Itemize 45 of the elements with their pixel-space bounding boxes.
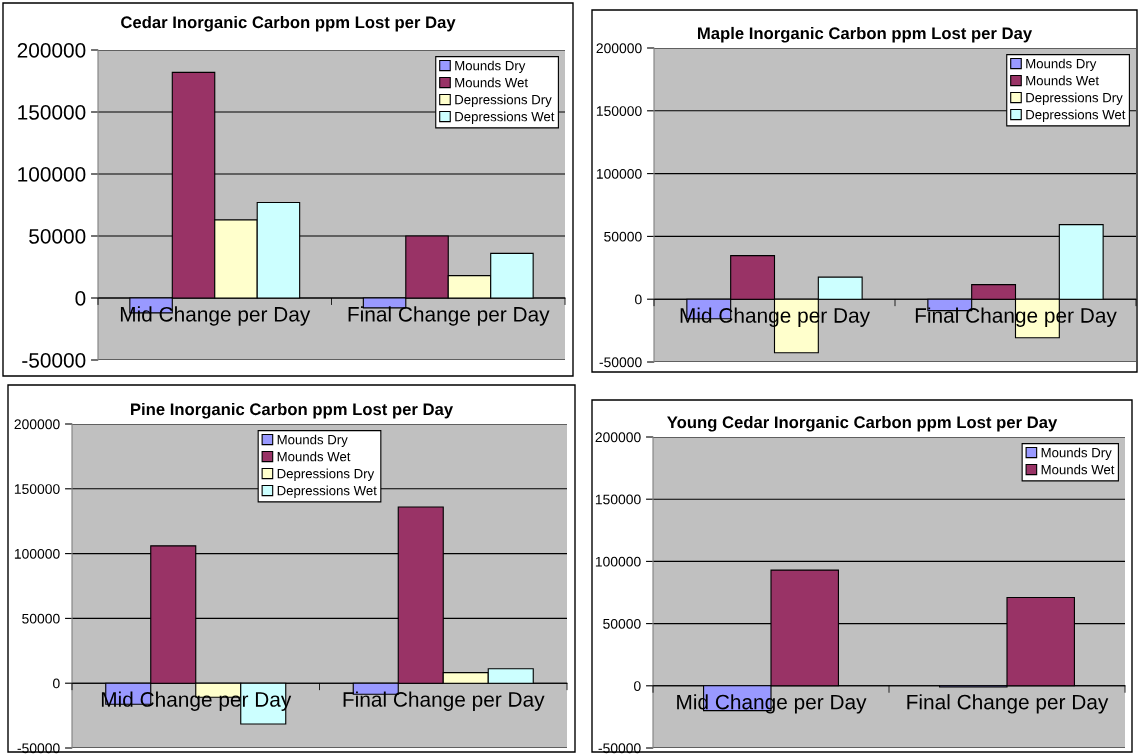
y-tick-label: 200000 — [595, 432, 641, 443]
legend-label: Depressions Wet — [1026, 109, 1126, 122]
y-tick-label: 0 — [53, 678, 60, 689]
y-tick-label: 150000 — [596, 106, 642, 116]
y-tick-label: 100000 — [595, 556, 641, 567]
y-tick-label: 0 — [75, 291, 86, 306]
legend-label: Mounds Dry — [455, 60, 526, 73]
y-tick-label: 0 — [634, 681, 641, 691]
chart-title: Maple Inorganic Carbon ppm Lost per Day — [698, 26, 1033, 43]
legend-label: Depressions Dry — [277, 468, 375, 481]
y-tick-label: -50000 — [599, 357, 642, 368]
chart-title: Cedar Inorganic Carbon ppm Lost per Day — [121, 15, 456, 32]
y-tick-label: 0 — [635, 294, 642, 305]
y-tick-label: 100000 — [14, 548, 60, 559]
x-tick-label: Final Change per Day — [343, 691, 545, 711]
y-tick-label: 50000 — [604, 231, 642, 242]
y-tick-label: 50000 — [29, 229, 86, 244]
legend-label: Mounds Wet — [1026, 75, 1099, 86]
y-tick-label: 200000 — [14, 419, 60, 430]
legend-label: Depressions Wet — [455, 111, 555, 124]
y-tick-label: 50000 — [22, 613, 60, 624]
chart-title: Pine Inorganic Carbon ppm Lost per Day — [131, 402, 454, 419]
legend-label: Mounds Wet — [277, 451, 351, 462]
x-tick-label: Final Change per Day — [907, 694, 1109, 714]
chart-title: Young Cedar Inorganic Carbon ppm Lost per Day — [667, 415, 1058, 432]
legend-label: Mounds Dry — [1041, 447, 1112, 460]
y-tick-label: 150000 — [18, 105, 86, 120]
legend-label: Mounds Dry — [277, 434, 348, 447]
legend-label: Mounds Dry — [1026, 58, 1097, 71]
legend-label: Depressions Dry — [1026, 92, 1123, 105]
y-tick-label: 150000 — [595, 494, 641, 505]
x-tick-label: Final Change per Day — [348, 306, 550, 326]
y-tick-label: -50000 — [22, 353, 86, 368]
y-tick-label: 200000 — [596, 43, 642, 54]
y-tick-label: 100000 — [18, 167, 86, 182]
legend-label: Depressions Wet — [277, 485, 377, 498]
y-tick-label: 100000 — [596, 168, 642, 179]
y-tick-label: -50000 — [598, 743, 641, 754]
y-tick-label: -50000 — [17, 743, 60, 754]
y-tick-label: 200000 — [17, 43, 86, 58]
legend-label: Mounds Wet — [455, 77, 528, 88]
y-tick-label: 50000 — [603, 618, 641, 629]
legend-label: Mounds Wet — [1041, 464, 1115, 475]
legend-label: Depressions Dry — [455, 94, 552, 107]
y-tick-label: 150000 — [14, 484, 60, 494]
